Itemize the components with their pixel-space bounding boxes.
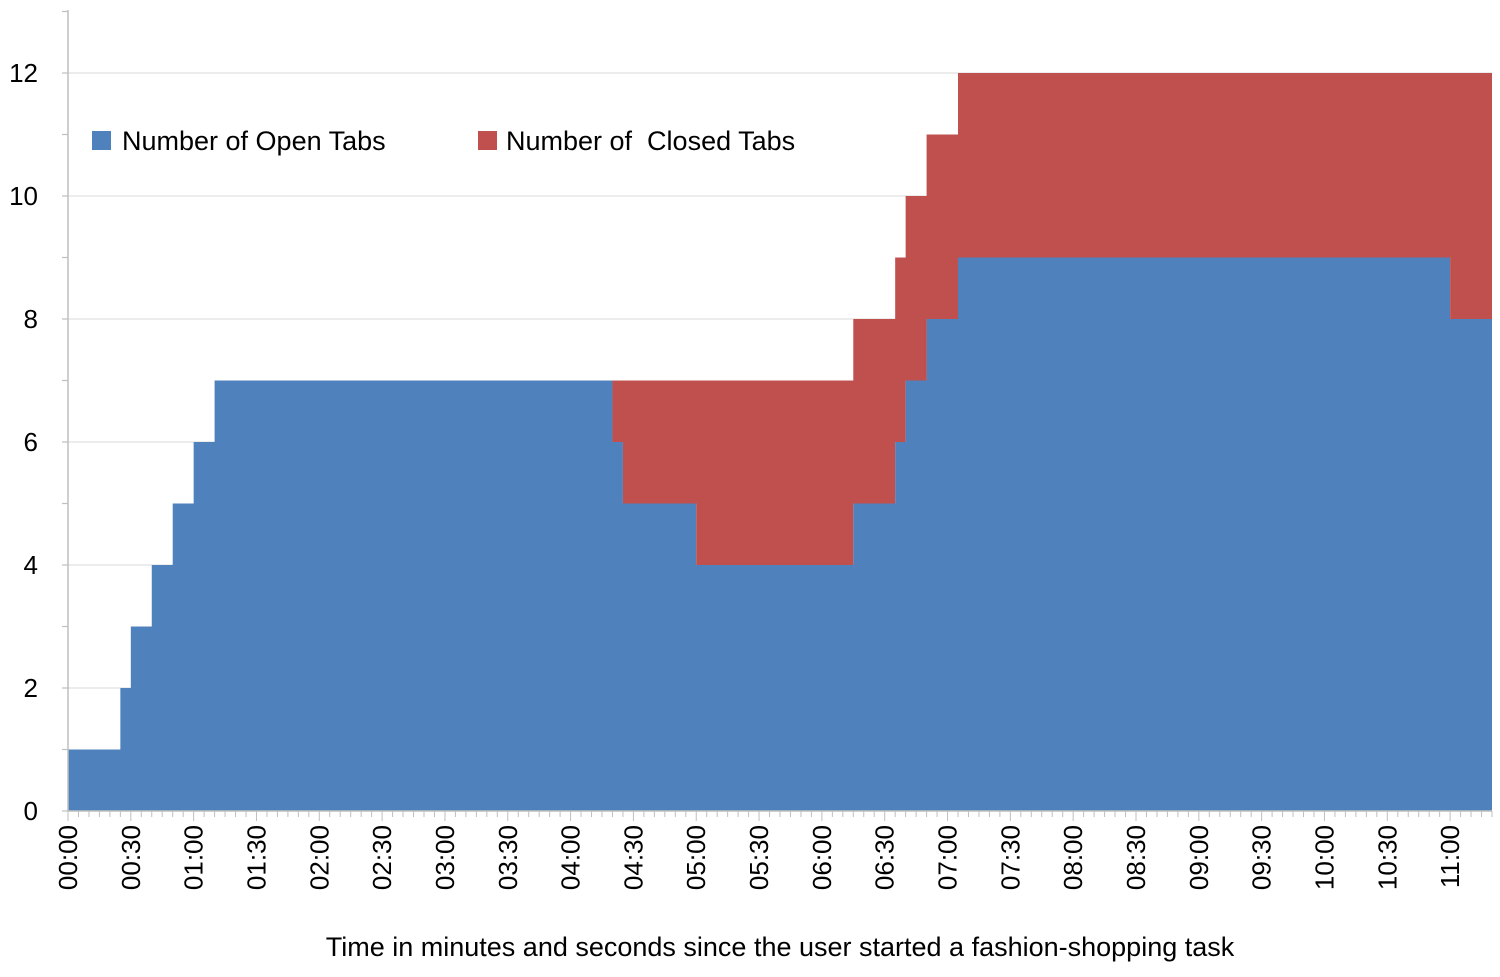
x-tick-label-18: 09:00: [1184, 825, 1214, 890]
legend-swatch-0: [92, 131, 111, 150]
y-tick-label-2: 4: [24, 550, 38, 580]
axes: [62, 10, 1493, 821]
legend-label-1: Number of Closed Tabs: [506, 126, 795, 156]
y-tick-label-6: 12: [9, 58, 38, 88]
x-tick-label-0: 00:00: [53, 825, 83, 890]
x-tick-label-19: 09:30: [1247, 825, 1277, 890]
y-axis-tick-labels: 0 2 4 6 8 10 12: [9, 58, 38, 826]
x-tick-label-15: 07:30: [995, 825, 1025, 890]
x-tick-label-20: 10:00: [1309, 825, 1339, 890]
x-tick-label-7: 03:30: [493, 825, 523, 890]
x-tick-label-6: 03:00: [430, 825, 460, 890]
legend-label-0: Number of Open Tabs: [122, 126, 386, 156]
x-tick-label-2: 01:00: [179, 825, 209, 890]
y-tick-label-5: 10: [9, 181, 38, 211]
x-tick-label-4: 02:00: [304, 825, 334, 890]
x-tick-label-11: 05:30: [744, 825, 774, 890]
x-tick-label-8: 04:00: [556, 825, 586, 890]
x-tick-label-5: 02:30: [367, 825, 397, 890]
x-tick-label-3: 01:30: [241, 825, 271, 890]
y-tick-label-1: 2: [24, 673, 38, 703]
x-tick-label-12: 06:00: [807, 825, 837, 890]
legend: Number of Open Tabs Number of Closed Tabs: [92, 126, 795, 156]
x-tick-label-9: 04:30: [618, 825, 648, 890]
x-tick-label-17: 08:30: [1121, 825, 1151, 890]
y-tick-label-4: 8: [24, 304, 38, 334]
x-tick-label-13: 06:30: [870, 825, 900, 890]
x-tick-label-21: 10:30: [1372, 825, 1402, 890]
series-areas: [68, 73, 1492, 811]
x-axis-title: Time in minutes and seconds since the us…: [326, 932, 1235, 962]
series-area-1: [68, 73, 1492, 750]
x-tick-label-22: 11:00: [1435, 825, 1465, 888]
y-tick-label-0: 0: [24, 796, 38, 826]
y-tick-label-3: 6: [24, 427, 38, 457]
x-tick-label-14: 07:00: [933, 825, 963, 890]
legend-swatch-1: [478, 131, 497, 150]
series-area-0: [68, 257, 1492, 811]
x-tick-label-10: 05:00: [681, 825, 711, 890]
x-tick-label-16: 08:00: [1058, 825, 1088, 890]
x-tick-label-1: 00:30: [116, 825, 146, 890]
x-axis-tick-labels: 00:00 00:30 01:00 01:30 02:00 02:30 03:00 03:30…: [53, 825, 1465, 890]
